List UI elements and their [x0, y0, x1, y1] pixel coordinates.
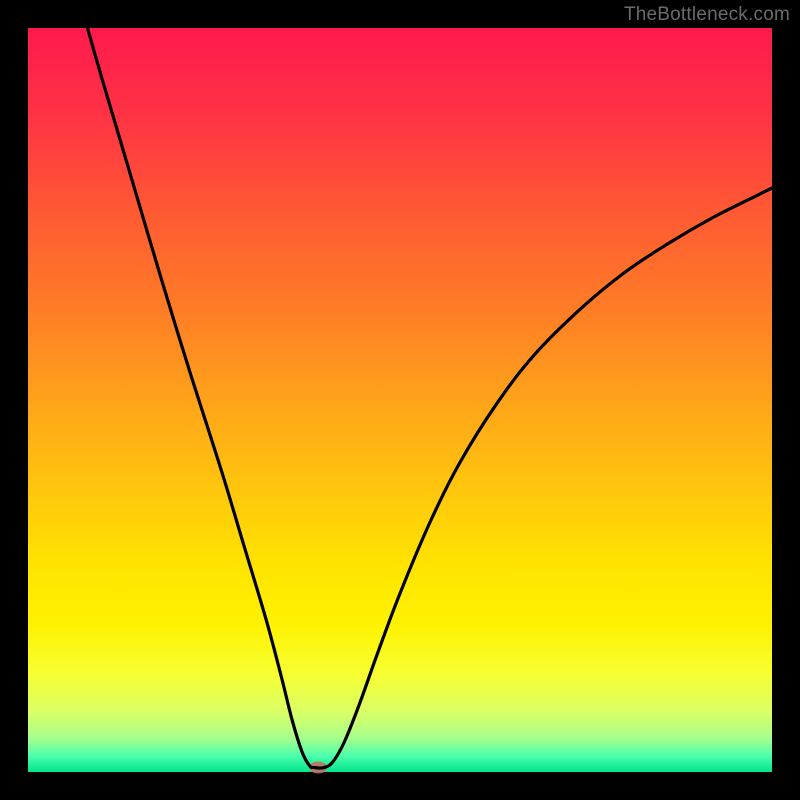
- watermark-text: TheBottleneck.com: [624, 4, 790, 26]
- bottleneck-chart: [0, 0, 800, 800]
- plot-background: [28, 28, 772, 772]
- chart-container: TheBottleneck.com: [0, 0, 800, 800]
